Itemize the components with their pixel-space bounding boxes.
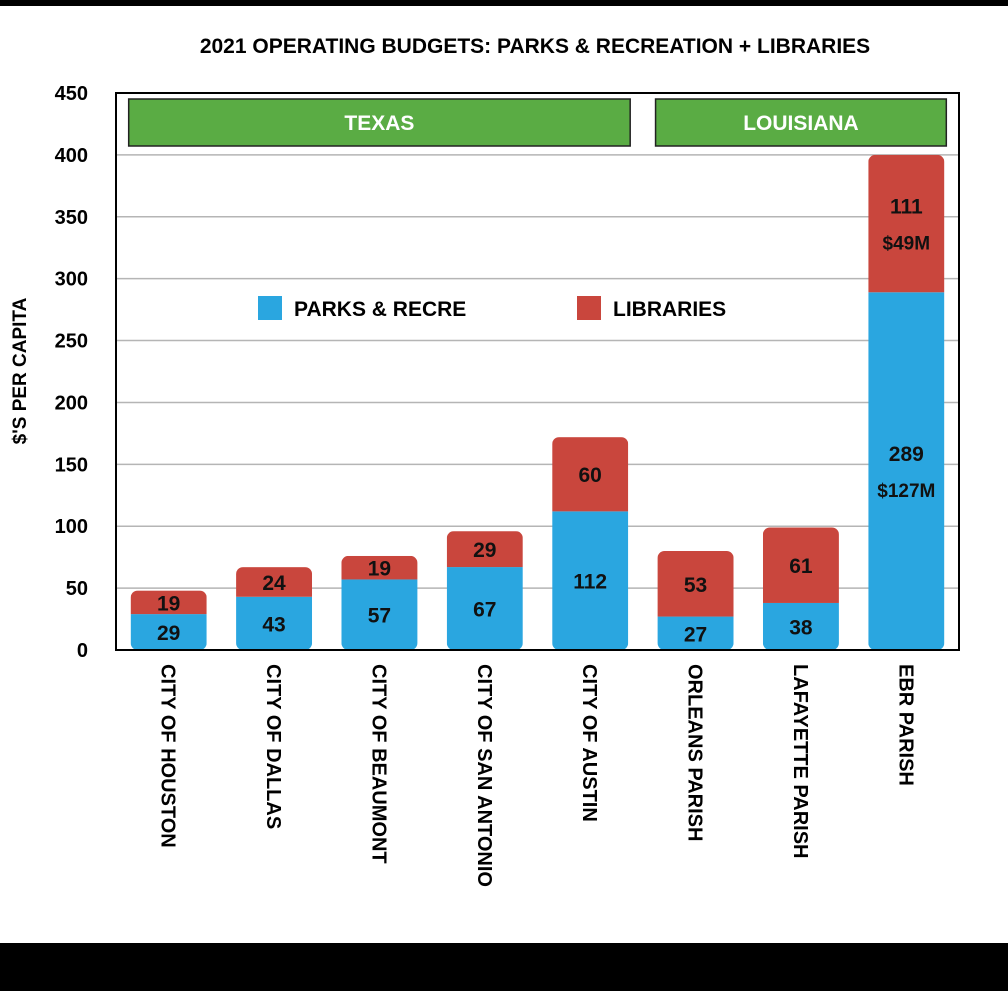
y-tick-label: 50 (66, 578, 88, 600)
category-label: CITY OF AUSTIN (578, 664, 600, 822)
y-tick-label: 400 (55, 145, 88, 167)
region-banner-label: LOUISIANA (743, 112, 859, 135)
plot-frame (115, 92, 960, 651)
chart-panel: 2021 OPERATING BUDGETS: PARKS & RECREATI… (0, 6, 1008, 943)
y-tick-label: 200 (55, 392, 88, 414)
bar-libraries (446, 531, 523, 568)
bar-stack (868, 154, 945, 650)
bar-libraries (341, 555, 418, 580)
category-label: CITY OF DALLAS (262, 664, 284, 829)
value-label-libraries: 53 (684, 574, 707, 597)
chart-title: 2021 OPERATING BUDGETS: PARKS & RECREATI… (200, 35, 870, 58)
bar-parks (130, 614, 207, 650)
bar-libraries (868, 154, 945, 293)
value-label-libraries: 19 (157, 592, 180, 615)
category-label: EBR PARISH (894, 664, 916, 786)
category-label: CITY OF BEAUMONT (367, 664, 389, 864)
budget-label-libraries: $49M (883, 234, 931, 255)
category-labels: CITY OF HOUSTON CITY OF DALLAS CITY OF BEA… (157, 664, 917, 887)
y-tick-label: 250 (55, 331, 88, 353)
region-banner (654, 98, 948, 147)
legend-label: PARKS & RECRE (294, 298, 466, 321)
value-label-parks: 29 (157, 622, 180, 645)
bar-parks (236, 596, 313, 650)
y-tick-label: 450 (55, 83, 88, 105)
category-label: LAFAYETTE PARISH (789, 664, 811, 858)
category-label: CITY OF SAN ANTONIO (473, 664, 495, 887)
bar-parks (341, 579, 418, 650)
bar-stack (762, 527, 839, 650)
value-label-libraries: 61 (789, 555, 813, 578)
stacked-bar-chart: 2021 OPERATING BUDGETS: PARKS & RECREATI… (10, 35, 960, 887)
value-label-libraries: 19 (368, 558, 391, 581)
value-label-parks: 57 (368, 605, 391, 628)
y-tick-label: 0 (77, 640, 88, 662)
region-banner (127, 98, 631, 147)
bar-libraries (130, 590, 207, 615)
bar-stack (236, 567, 313, 650)
value-label-parks: 38 (789, 616, 813, 639)
value-label-libraries: 29 (473, 539, 496, 562)
y-tick-labels: 0 50 100 150 200 250 300 350 400 450 (55, 83, 88, 662)
bar-parks (552, 511, 629, 650)
budget-label-parks: $127M (877, 481, 935, 502)
value-label-parks: 289 (889, 443, 924, 466)
y-tick-label: 150 (55, 454, 88, 476)
legend-swatch (577, 296, 601, 320)
y-axis-label: $'S PER CAPITA (10, 297, 31, 444)
region-banner-label: TEXAS (344, 112, 414, 135)
bar-parks (657, 616, 734, 650)
bar-stack (657, 550, 734, 650)
y-tick-label: 100 (55, 516, 88, 538)
bar-stack (552, 437, 629, 650)
bar-parks (762, 602, 839, 650)
bar-libraries (657, 550, 734, 617)
bar-stack (341, 555, 418, 650)
value-label-libraries: 24 (262, 572, 286, 595)
bar-libraries (762, 527, 839, 603)
bars: 29 19 43 24 57 19 67 29 112 60 27 53 38 61 289 111 $127M… (130, 154, 945, 650)
value-label-libraries: 60 (579, 464, 602, 487)
region-banners: TEXAS LOUISIANA (127, 98, 948, 147)
bar-libraries (236, 567, 313, 597)
category-label: ORLEANS PARISH (684, 664, 706, 841)
legend-swatch (258, 296, 282, 320)
bar-parks (868, 292, 945, 650)
bar-parks (446, 567, 523, 650)
y-tick-label: 300 (55, 269, 88, 291)
bar-stack (446, 531, 523, 650)
value-label-parks: 112 (573, 571, 607, 594)
value-label-parks: 43 (262, 613, 285, 636)
value-label-libraries: 111 (890, 196, 923, 219)
y-tick-label: 350 (55, 207, 88, 229)
legend-label: LIBRARIES (613, 298, 726, 321)
bar-stack (130, 590, 207, 650)
value-label-parks: 27 (684, 623, 707, 646)
gridlines (116, 154, 959, 589)
bar-libraries (552, 437, 629, 512)
category-label: CITY OF HOUSTON (157, 664, 179, 848)
bottom-black-bar (0, 943, 1008, 991)
value-label-parks: 67 (473, 599, 496, 622)
legend: PARKS & RECRE LIBRARIES (258, 296, 726, 321)
